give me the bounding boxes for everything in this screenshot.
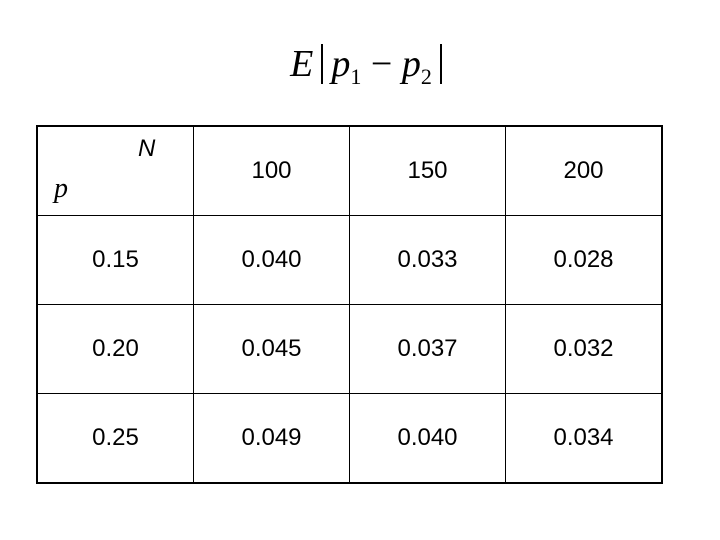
table-cell: 0.037 bbox=[349, 304, 506, 394]
table-row: 0.15 0.040 0.033 0.028 bbox=[36, 215, 663, 305]
title-subscript: 1 bbox=[350, 64, 362, 89]
abs-bar bbox=[321, 44, 324, 84]
row-header: 0.20 bbox=[36, 304, 194, 394]
column-header: 200 bbox=[505, 125, 663, 216]
table-row: 0.20 0.045 0.037 0.032 bbox=[36, 304, 663, 394]
title-minus: − bbox=[370, 43, 393, 85]
table: N p 100 150 200 0.15 0.040 0.033 0.028 0.20 0.0… bbox=[36, 125, 663, 484]
row-header: 0.15 bbox=[36, 215, 194, 305]
table-cell: 0.040 bbox=[193, 215, 350, 305]
table-body: N p 100 150 200 0.15 0.040 0.033 0.028 0.20 0.0… bbox=[36, 125, 663, 484]
row-header: 0.25 bbox=[36, 393, 194, 484]
row-label: p bbox=[54, 173, 68, 204]
table-cell: 0.045 bbox=[193, 304, 350, 394]
header-row: N p 100 150 200 bbox=[36, 125, 663, 216]
table-cell: 0.033 bbox=[349, 215, 506, 305]
column-header: 100 bbox=[193, 125, 350, 216]
table-cell: 0.032 bbox=[505, 304, 663, 394]
title-var: p bbox=[331, 43, 351, 85]
column-header: 150 bbox=[349, 125, 506, 216]
title-var: p bbox=[401, 43, 421, 85]
table-cell: 0.034 bbox=[505, 393, 663, 484]
title-subscript: 2 bbox=[420, 64, 432, 89]
corner-cell: N p bbox=[36, 125, 194, 216]
title-expectation: E bbox=[290, 43, 314, 85]
table-cell: 0.040 bbox=[349, 393, 506, 484]
column-label: N bbox=[138, 135, 156, 162]
abs-bar bbox=[439, 44, 442, 84]
table-row: 0.25 0.049 0.040 0.034 bbox=[36, 393, 663, 484]
table-cell: 0.028 bbox=[505, 215, 663, 305]
table-cell: 0.049 bbox=[193, 393, 350, 484]
